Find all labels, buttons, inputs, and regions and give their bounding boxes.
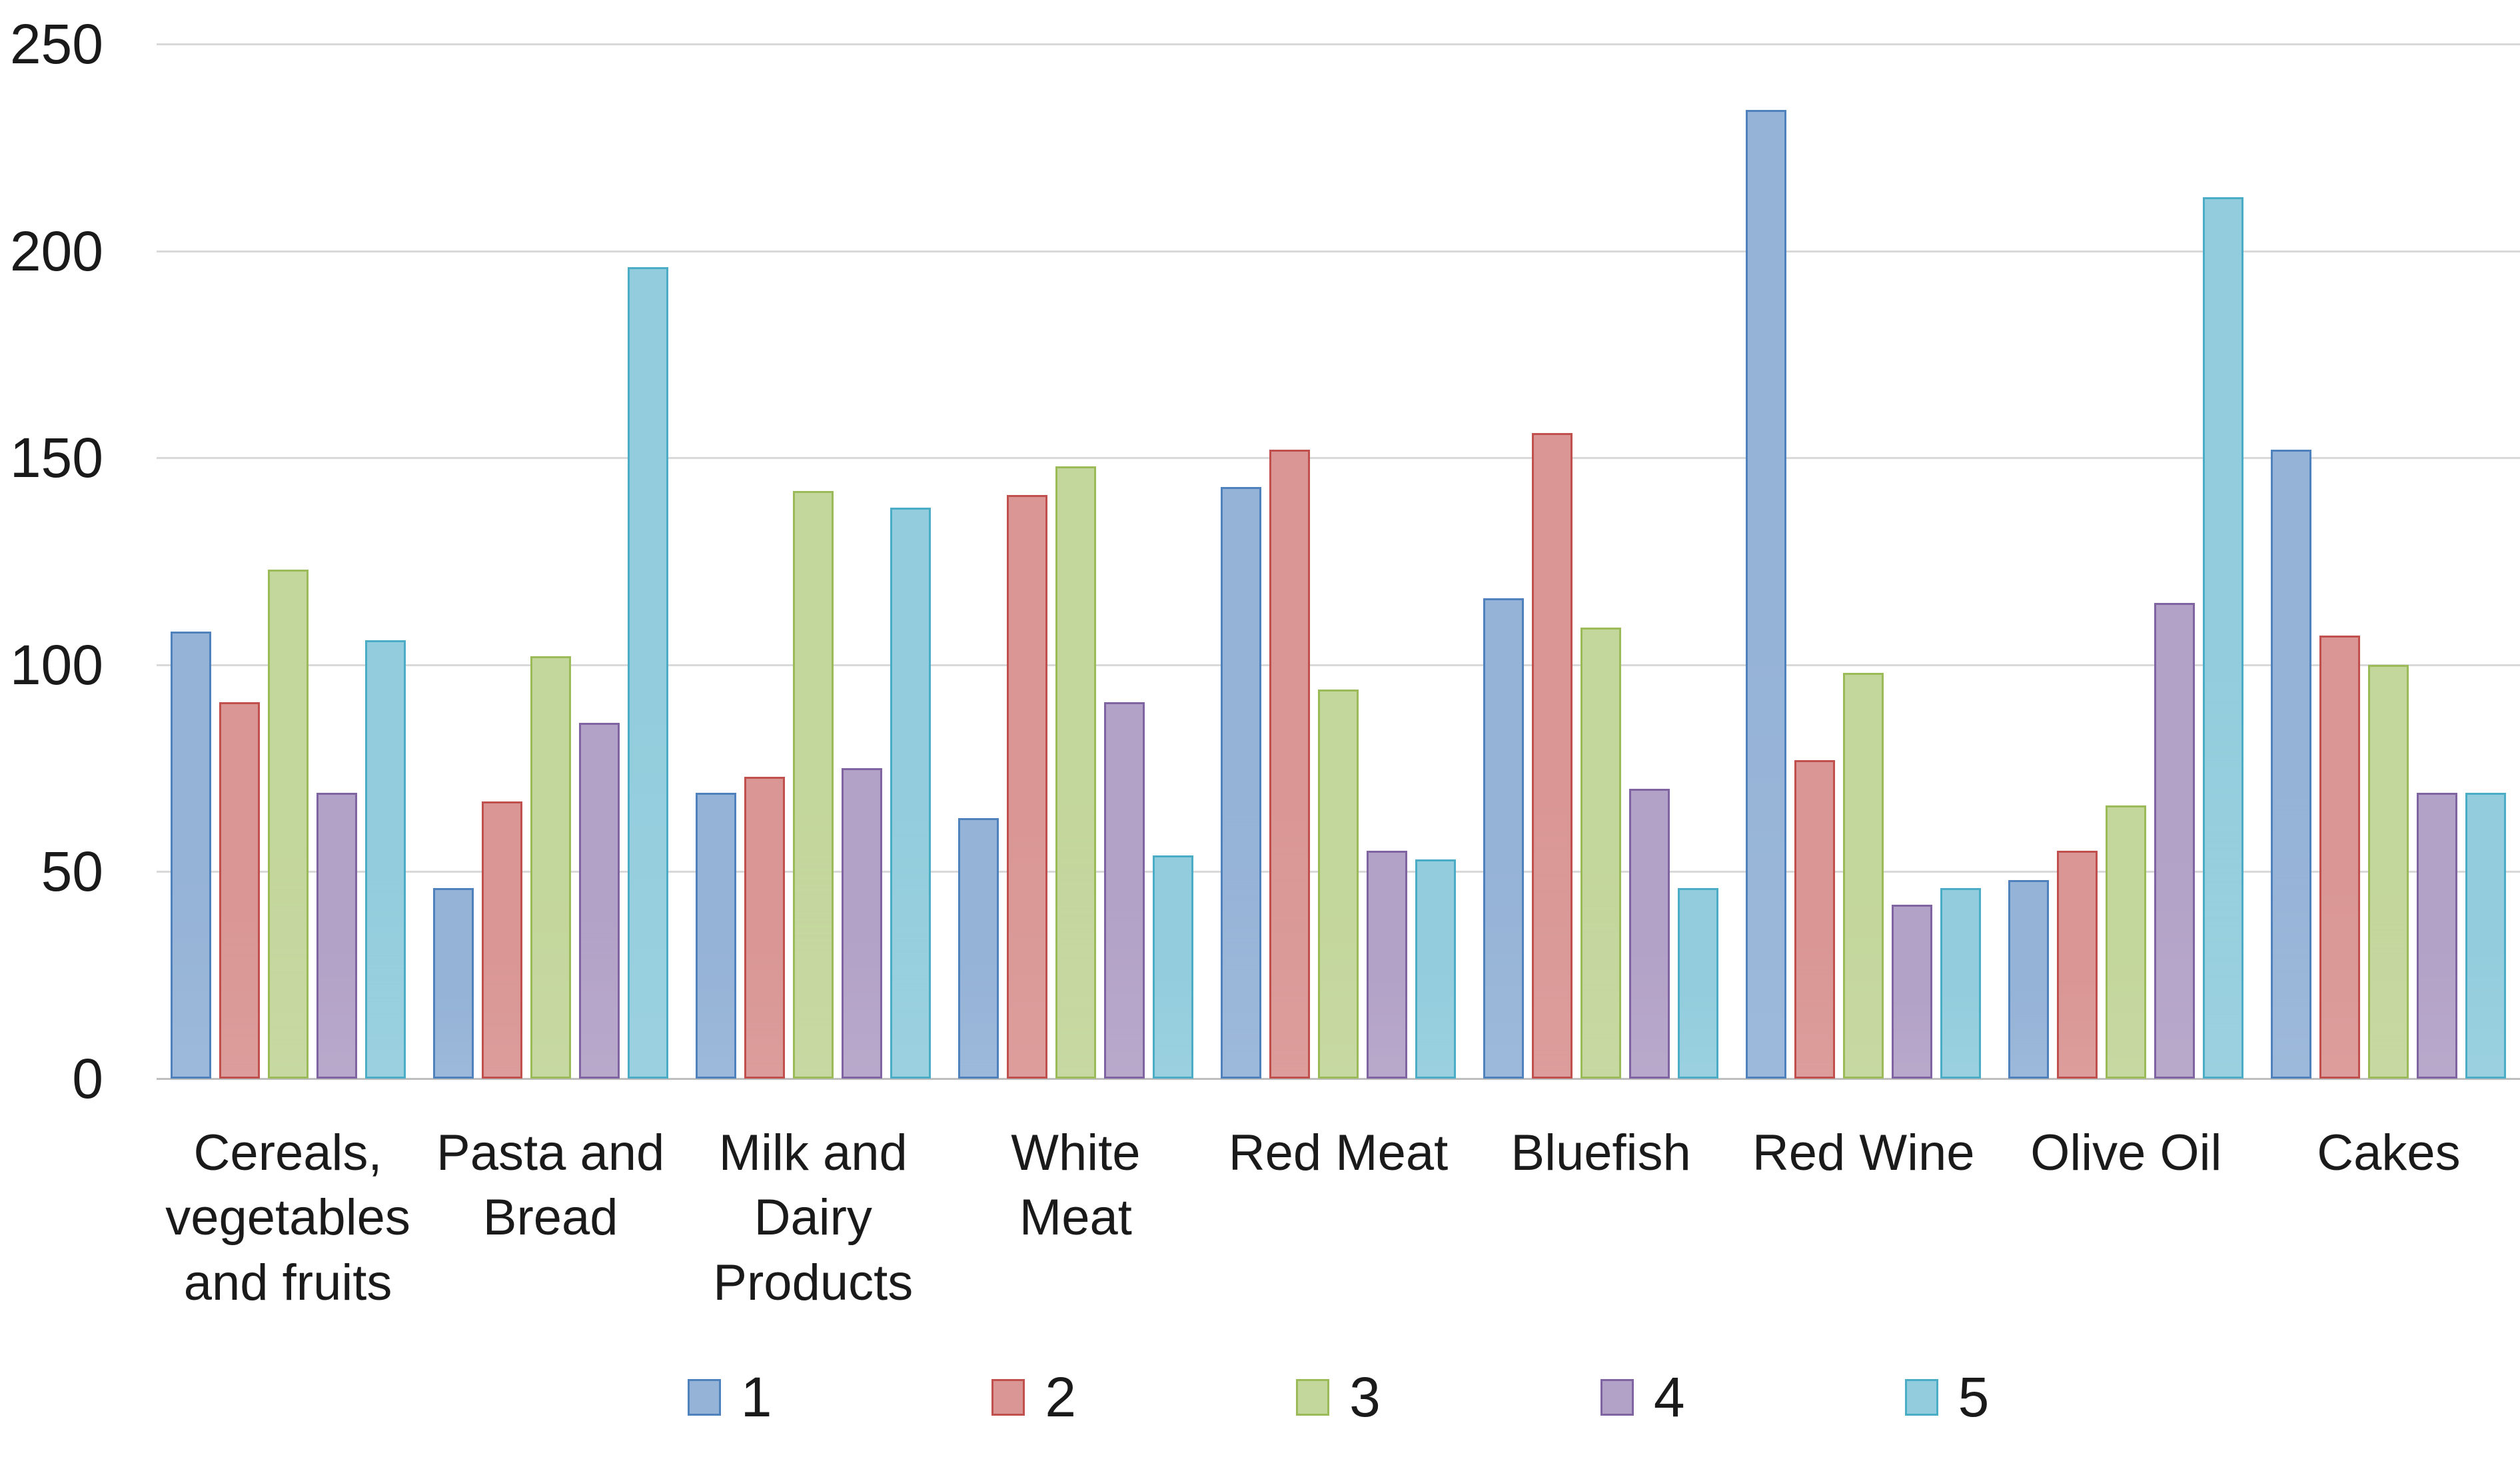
- bar-series-2-category-6: [1532, 432, 1573, 1079]
- bar-series-4-category-6: [1629, 789, 1670, 1079]
- bar-series-4-category-2: [578, 722, 620, 1079]
- legend-item-5: 5: [1904, 1366, 1990, 1428]
- legend-item-3: 3: [1296, 1369, 1381, 1425]
- bar-series-1-category-9: [2271, 449, 2312, 1079]
- legend-swatch-icon: [1600, 1378, 1634, 1416]
- y-tick-label-150: 150: [9, 426, 103, 490]
- bar-series-5-category-1: [364, 640, 406, 1079]
- legend-swatch-icon: [1904, 1378, 1938, 1416]
- x-axis-baseline: [157, 1078, 2520, 1080]
- bar-series-5-category-7: [1940, 888, 1982, 1079]
- bar-series-1-category-8: [2008, 879, 2050, 1079]
- bar-series-5-category-3: [890, 507, 931, 1079]
- bar-series-3-category-5: [1318, 690, 1359, 1079]
- category-label-9: Cakes: [2317, 1125, 2461, 1181]
- legend-item-1: 1: [687, 1366, 772, 1428]
- bar-series-4-category-1: [316, 793, 357, 1079]
- bar-series-2-category-2: [481, 801, 522, 1079]
- gridline-150: [157, 457, 2520, 460]
- bar-series-3-category-4: [1055, 466, 1096, 1079]
- category-label-7: Red Wine: [1752, 1125, 1975, 1181]
- bar-series-5-category-8: [2203, 197, 2244, 1079]
- y-tick-label-0: 0: [72, 1047, 103, 1110]
- bar-series-3-category-6: [1580, 627, 1622, 1079]
- y-tick-label-250: 250: [9, 13, 103, 75]
- bar-series-4-category-9: [2417, 793, 2458, 1079]
- legend-label: 1: [740, 1366, 772, 1428]
- bar-series-3-category-7: [1843, 673, 1884, 1079]
- bar-series-5-category-6: [1678, 888, 1719, 1079]
- legend-item-4: 4: [1600, 1369, 1685, 1425]
- gridline-100: [157, 664, 2520, 666]
- bar-series-4-category-5: [1367, 851, 1407, 1079]
- legend-swatch-icon: [687, 1378, 721, 1416]
- bar-series-2-category-8: [2057, 851, 2098, 1079]
- category-label-2: Pasta and Bread: [436, 1125, 665, 1246]
- legend-label: 4: [1653, 1366, 1685, 1428]
- category-label-3: Milk and Dairy Products: [713, 1125, 914, 1311]
- legend-item-2: 2: [991, 1369, 1076, 1425]
- legend-swatch-icon: [991, 1378, 1025, 1416]
- bar-series-5-category-9: [2465, 793, 2507, 1079]
- y-tick-label-50: 50: [41, 840, 103, 903]
- bar-series-3-category-8: [2106, 805, 2147, 1079]
- bar-series-5-category-5: [1415, 859, 1456, 1079]
- bar-series-5-category-2: [627, 267, 668, 1079]
- bar-series-2-category-9: [2319, 636, 2361, 1079]
- category-label-8: Olive Oil: [2030, 1125, 2222, 1181]
- bar-series-2-category-7: [1794, 759, 1836, 1079]
- bar-series-2-category-5: [1269, 449, 1310, 1079]
- y-tick-label-100: 100: [9, 633, 103, 696]
- category-label-1: Cereals, vegetables and fruits: [165, 1125, 410, 1311]
- bar-series-5-category-4: [1152, 855, 1193, 1079]
- bar-series-1-category-4: [957, 817, 999, 1079]
- legend-label: 2: [1045, 1366, 1077, 1428]
- bar-series-2-category-3: [744, 776, 785, 1079]
- bar-series-2-category-1: [219, 702, 260, 1079]
- bar-series-3-category-9: [2368, 664, 2409, 1079]
- bar-series-1-category-1: [170, 632, 211, 1079]
- bar-series-1-category-2: [432, 888, 474, 1079]
- bar-series-3-category-3: [792, 490, 834, 1079]
- y-tick-label-200: 200: [9, 219, 103, 282]
- bar-series-4-category-4: [1103, 702, 1145, 1079]
- bar-series-3-category-2: [530, 656, 571, 1079]
- category-label-5: Red Meat: [1228, 1125, 1449, 1181]
- bar-series-4-category-7: [1892, 905, 1933, 1079]
- bar-series-1-category-6: [1483, 598, 1525, 1079]
- gridline-250: [157, 43, 2520, 45]
- legend: 1 2 3 4 5: [157, 1369, 2520, 1425]
- bar-series-1-category-7: [1746, 110, 1787, 1079]
- category-label-4: White Meat: [1011, 1125, 1141, 1246]
- bar-series-4-category-3: [841, 768, 882, 1079]
- bar-series-3-category-1: [267, 569, 309, 1079]
- legend-swatch-icon: [1296, 1378, 1330, 1416]
- legend-label: 3: [1349, 1366, 1381, 1428]
- gridline-200: [157, 250, 2520, 252]
- bar-series-1-category-3: [695, 793, 736, 1079]
- bar-series-2-category-4: [1006, 495, 1047, 1079]
- legend-label: 5: [1958, 1366, 1990, 1428]
- bar-series-1-category-5: [1221, 486, 1261, 1079]
- bar-series-4-category-8: [2154, 602, 2196, 1079]
- category-label-6: Bluefish: [1511, 1125, 1691, 1181]
